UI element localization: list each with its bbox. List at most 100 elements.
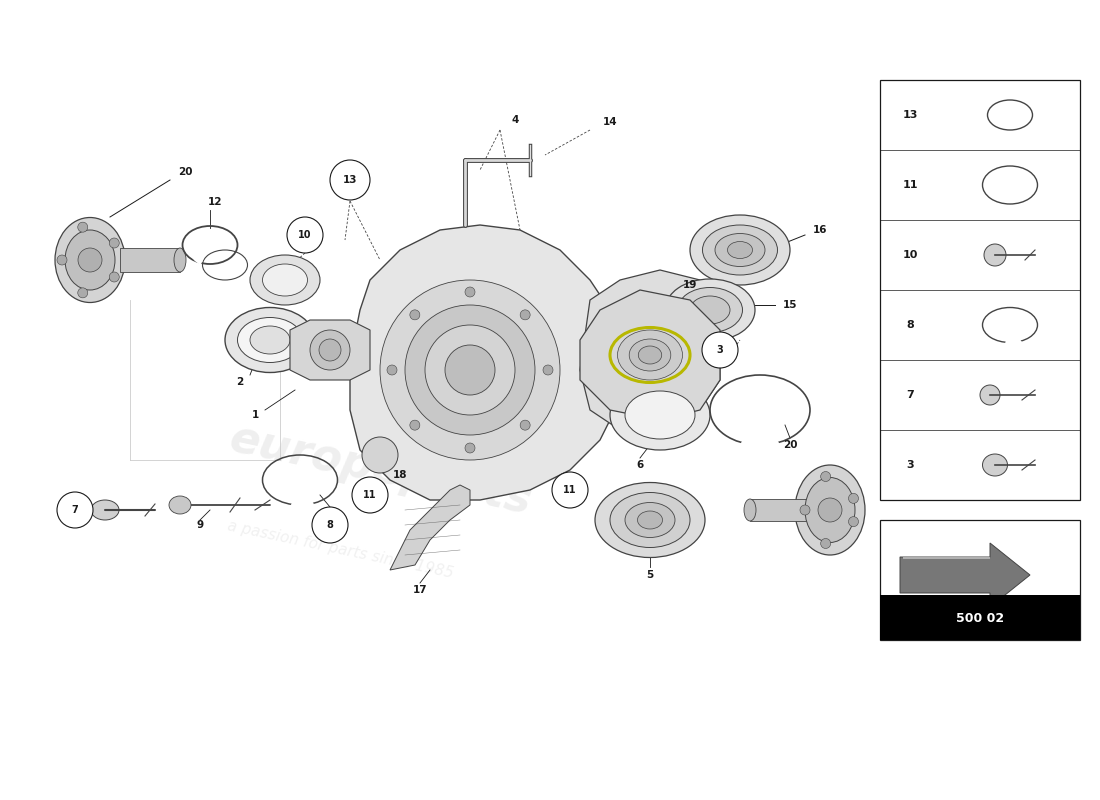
Ellipse shape xyxy=(980,385,1000,405)
Text: 5: 5 xyxy=(647,570,653,580)
Circle shape xyxy=(352,477,388,513)
Ellipse shape xyxy=(65,230,116,290)
Circle shape xyxy=(800,505,810,515)
Ellipse shape xyxy=(610,493,690,547)
Ellipse shape xyxy=(703,225,778,275)
Polygon shape xyxy=(290,320,370,380)
Ellipse shape xyxy=(226,307,315,373)
Circle shape xyxy=(379,280,560,460)
Polygon shape xyxy=(900,543,1030,607)
Text: 19: 19 xyxy=(683,280,697,290)
Text: 3: 3 xyxy=(906,460,914,470)
Text: 20: 20 xyxy=(178,167,192,177)
Circle shape xyxy=(821,471,830,482)
Ellipse shape xyxy=(690,296,730,324)
Bar xyxy=(750,499,830,521)
Polygon shape xyxy=(903,557,990,559)
Ellipse shape xyxy=(595,482,705,558)
Ellipse shape xyxy=(638,511,662,529)
Text: 6: 6 xyxy=(637,460,644,470)
Ellipse shape xyxy=(625,391,695,439)
Text: 8: 8 xyxy=(327,520,333,530)
Bar xyxy=(880,595,1080,640)
Ellipse shape xyxy=(744,499,756,521)
Text: 9: 9 xyxy=(197,520,204,530)
Text: 10: 10 xyxy=(298,230,311,240)
Text: 500 02: 500 02 xyxy=(956,611,1004,625)
Text: 15: 15 xyxy=(783,300,798,310)
Text: 12: 12 xyxy=(208,197,222,207)
Circle shape xyxy=(410,310,420,320)
Ellipse shape xyxy=(805,478,855,542)
Circle shape xyxy=(543,365,553,375)
Text: 7: 7 xyxy=(72,505,78,515)
Ellipse shape xyxy=(638,346,662,364)
Text: 13: 13 xyxy=(343,175,358,185)
Ellipse shape xyxy=(984,244,1006,266)
Ellipse shape xyxy=(629,333,671,367)
Circle shape xyxy=(109,238,119,248)
Ellipse shape xyxy=(678,287,743,333)
Text: 11: 11 xyxy=(563,485,576,495)
Circle shape xyxy=(330,160,370,200)
Bar xyxy=(880,520,1080,640)
Circle shape xyxy=(821,538,830,549)
Ellipse shape xyxy=(690,215,790,285)
Ellipse shape xyxy=(91,500,119,520)
Circle shape xyxy=(287,217,323,253)
Text: 7: 7 xyxy=(906,390,914,400)
Circle shape xyxy=(702,332,738,368)
Bar xyxy=(880,80,1080,500)
Text: 11: 11 xyxy=(363,490,376,500)
Ellipse shape xyxy=(715,234,764,266)
Ellipse shape xyxy=(982,454,1008,476)
Text: 16: 16 xyxy=(813,225,827,235)
Text: 11: 11 xyxy=(902,180,917,190)
Text: 4: 4 xyxy=(512,115,519,125)
Ellipse shape xyxy=(625,502,675,538)
Ellipse shape xyxy=(629,339,671,371)
Ellipse shape xyxy=(250,326,290,354)
Text: 17: 17 xyxy=(412,585,427,595)
Circle shape xyxy=(520,420,530,430)
Circle shape xyxy=(465,443,475,453)
Text: 2: 2 xyxy=(236,377,243,387)
Ellipse shape xyxy=(250,255,320,305)
Circle shape xyxy=(446,345,495,395)
Circle shape xyxy=(57,492,94,528)
Ellipse shape xyxy=(727,242,752,258)
Text: 1: 1 xyxy=(252,410,258,420)
Circle shape xyxy=(109,272,119,282)
Text: 10: 10 xyxy=(902,250,917,260)
Wedge shape xyxy=(737,410,782,455)
Circle shape xyxy=(310,330,350,370)
Wedge shape xyxy=(189,245,210,265)
Circle shape xyxy=(362,437,398,473)
Circle shape xyxy=(319,339,341,361)
Circle shape xyxy=(552,472,589,508)
Text: a passion for parts since 1985: a passion for parts since 1985 xyxy=(226,518,454,582)
Polygon shape xyxy=(350,225,620,500)
Ellipse shape xyxy=(617,330,682,380)
Text: 14: 14 xyxy=(603,117,617,127)
Ellipse shape xyxy=(55,218,125,302)
Circle shape xyxy=(520,310,530,320)
Circle shape xyxy=(78,222,88,232)
Text: 13: 13 xyxy=(902,110,917,120)
Ellipse shape xyxy=(263,264,308,296)
Text: 8: 8 xyxy=(906,320,914,330)
Text: 20: 20 xyxy=(783,440,798,450)
Circle shape xyxy=(848,517,858,526)
Text: 18: 18 xyxy=(393,470,407,480)
Circle shape xyxy=(78,288,88,298)
Ellipse shape xyxy=(617,322,683,378)
Ellipse shape xyxy=(238,318,302,362)
Text: europeparts: europeparts xyxy=(224,417,535,523)
Polygon shape xyxy=(390,485,470,570)
Circle shape xyxy=(848,494,858,503)
Circle shape xyxy=(78,248,102,272)
Circle shape xyxy=(410,420,420,430)
Circle shape xyxy=(312,507,348,543)
Circle shape xyxy=(818,498,842,522)
Text: 3: 3 xyxy=(716,345,724,355)
